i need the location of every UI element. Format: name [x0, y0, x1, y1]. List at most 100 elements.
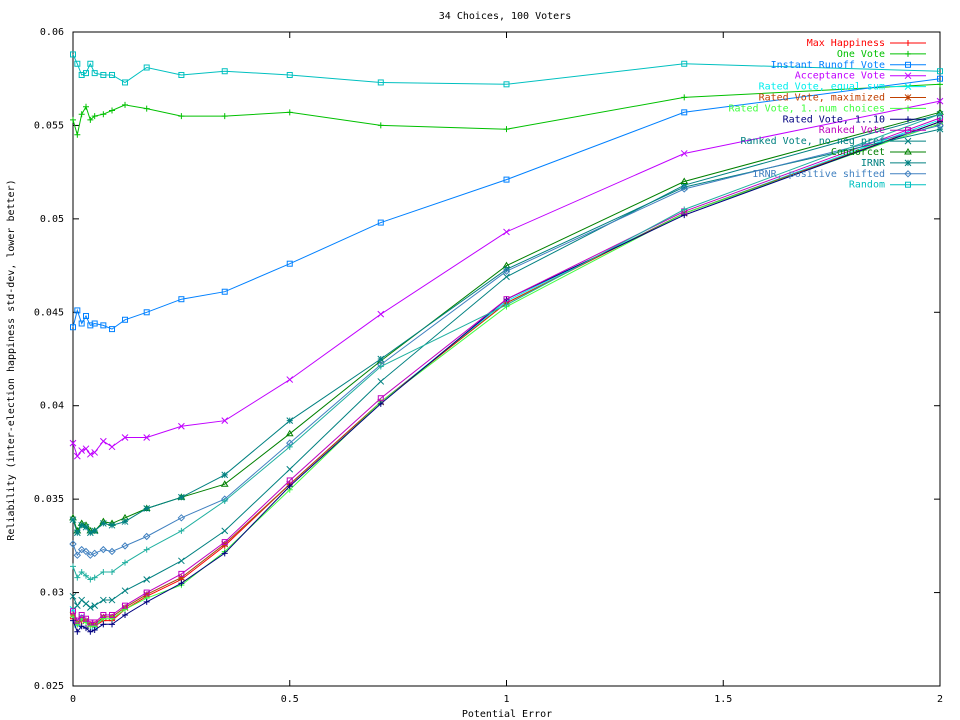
data-point — [937, 75, 943, 82]
data-point — [377, 355, 385, 363]
data-point — [78, 71, 85, 78]
data-point — [108, 596, 116, 604]
series-4 — [69, 97, 944, 460]
data-point — [286, 443, 293, 450]
data-point — [87, 619, 94, 626]
data-point — [69, 592, 77, 600]
legend-label: Condorcet — [831, 147, 885, 158]
data-point — [121, 518, 129, 525]
data-point — [87, 60, 94, 67]
data-point — [286, 477, 293, 484]
legend-marker — [905, 181, 911, 188]
data-point — [221, 113, 228, 120]
data-point — [70, 608, 76, 615]
data-point — [91, 626, 98, 633]
data-point — [82, 445, 90, 453]
series-line — [72, 113, 941, 581]
data-point — [108, 521, 116, 529]
series-line — [72, 121, 941, 625]
data-point — [178, 422, 185, 430]
data-point — [680, 183, 688, 191]
data-point — [377, 378, 385, 385]
data-point — [99, 545, 108, 554]
x-tick-label: 0 — [70, 694, 76, 705]
data-point — [221, 68, 228, 75]
legend-label: IRNR — [861, 158, 886, 169]
y-tick-label: 0.05 — [40, 214, 64, 225]
data-point — [78, 611, 85, 618]
data-point — [91, 70, 98, 77]
data-point — [91, 574, 98, 581]
legend-label: Rated Vote, 1..num choices — [728, 103, 885, 114]
data-point — [86, 450, 94, 458]
data-point — [221, 498, 228, 505]
y-axis-label: Reliability (inter-election happiness st… — [6, 179, 17, 540]
data-point — [74, 60, 81, 67]
series-7 — [70, 120, 943, 630]
data-point — [100, 615, 107, 622]
x-tick-label: 2 — [937, 694, 943, 705]
y-tick-label: 0.06 — [40, 27, 64, 38]
y-tick-label: 0.055 — [34, 120, 64, 131]
data-point — [221, 288, 228, 295]
legend-marker — [905, 40, 911, 46]
series-8 — [70, 118, 943, 635]
data-point — [82, 523, 90, 531]
data-point — [74, 307, 81, 314]
data-point — [122, 101, 129, 108]
series-line — [72, 124, 941, 557]
data-point — [937, 81, 943, 88]
data-point — [74, 628, 81, 635]
data-point — [142, 532, 151, 541]
legend-marker — [905, 61, 911, 68]
data-point — [680, 177, 689, 184]
series-layer — [69, 51, 944, 635]
data-point — [108, 443, 116, 451]
data-point — [87, 116, 94, 123]
data-point — [221, 471, 229, 479]
series-line — [72, 121, 941, 627]
data-point — [109, 107, 116, 114]
data-point — [178, 557, 185, 565]
data-point — [122, 79, 129, 86]
legend-label: Acceptance Vote — [795, 71, 885, 82]
data-point — [178, 527, 185, 534]
data-point — [73, 551, 82, 559]
data-point — [286, 483, 293, 490]
data-point — [143, 576, 151, 583]
data-point — [122, 611, 129, 618]
data-point — [937, 68, 943, 75]
data-point — [100, 611, 107, 618]
data-point — [178, 71, 185, 78]
data-point — [91, 602, 99, 610]
data-point — [143, 546, 150, 553]
series-line — [72, 113, 941, 609]
data-point — [503, 273, 510, 281]
data-point — [178, 580, 185, 587]
legend-label: One Vote — [837, 49, 885, 60]
legend-marker — [904, 170, 912, 178]
data-point — [99, 437, 107, 445]
data-point — [122, 602, 129, 609]
series-13 — [69, 121, 944, 559]
data-point — [143, 505, 151, 512]
data-point — [285, 429, 294, 437]
data-point — [99, 596, 107, 604]
data-point — [503, 265, 510, 273]
series-12 — [69, 125, 944, 537]
y-tick-label: 0.025 — [34, 681, 64, 692]
data-point — [91, 449, 99, 456]
data-point — [221, 417, 229, 425]
data-point — [936, 121, 944, 130]
data-point — [143, 64, 150, 71]
legend-label: Rated Vote, equal sum — [759, 82, 885, 93]
y-tick-label: 0.04 — [40, 401, 64, 412]
legend-marker — [905, 50, 911, 57]
data-point — [91, 113, 98, 120]
data-point — [91, 619, 98, 626]
legend-label: Random — [849, 180, 885, 191]
x-tick-label: 0.5 — [281, 694, 299, 705]
data-point — [109, 611, 116, 618]
series-5 — [69, 116, 944, 630]
legend-marker — [904, 159, 912, 167]
